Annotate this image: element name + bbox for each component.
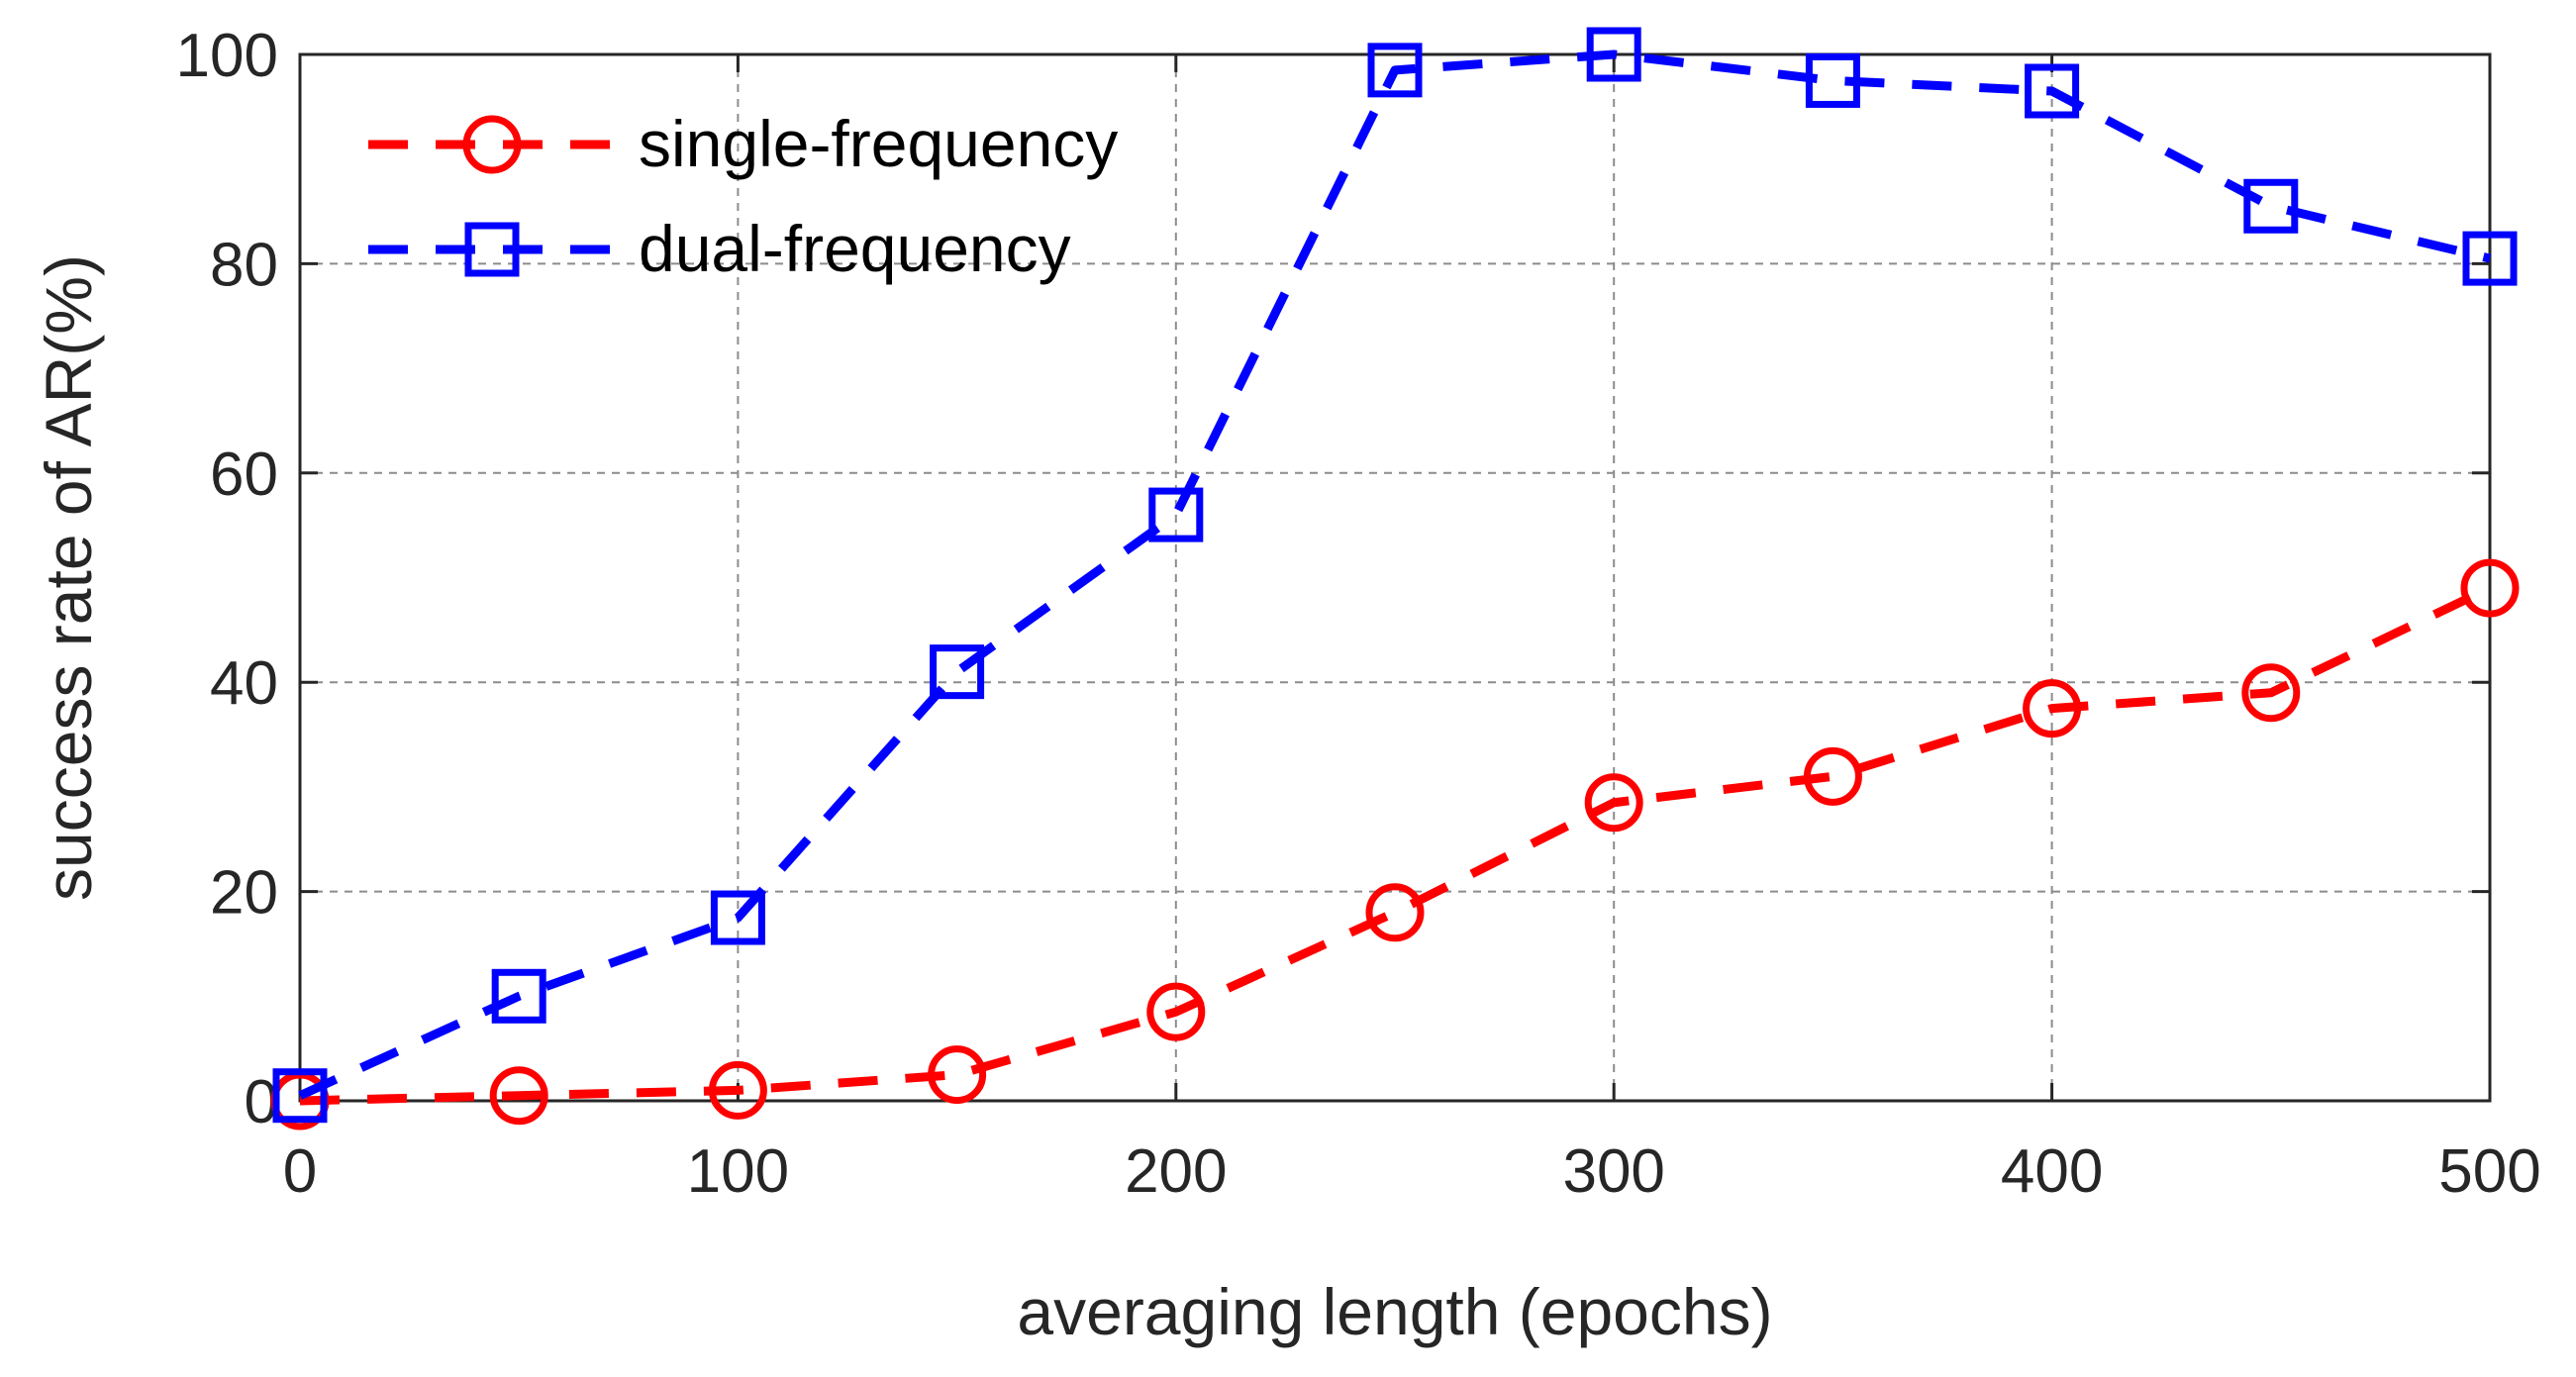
data-point-dual-frequency-150 — [930, 644, 985, 700]
y-tick-label-20: 20 — [210, 859, 278, 928]
data-point-dual-frequency-400 — [2025, 63, 2080, 119]
series-dual-frequency — [272, 27, 2518, 1124]
data-point-single-frequency-150 — [928, 1045, 987, 1105]
series-line-single-frequency — [299, 584, 2492, 1106]
legend-marker-circle-icon — [462, 115, 522, 174]
legend-marker-square-icon — [464, 222, 520, 277]
legend-label-dual-frequency: dual-frequency — [639, 212, 1071, 285]
data-point-single-frequency-300 — [1584, 773, 1643, 833]
data-point-single-frequency-400 — [2023, 679, 2082, 738]
data-point-dual-frequency-500 — [2462, 231, 2518, 286]
x-tick-label-500: 500 — [2438, 1137, 2540, 1206]
data-point-single-frequency-450 — [2241, 663, 2301, 723]
x-tick-label-0: 0 — [283, 1137, 317, 1206]
data-point-dual-frequency-350 — [1805, 52, 1860, 108]
x-axis-label: averaging length (epochs) — [1017, 1275, 1772, 1348]
y-tick-label-40: 40 — [210, 649, 278, 718]
series — [270, 27, 2520, 1131]
y-tick-label-100: 100 — [176, 22, 278, 90]
data-point-dual-frequency-0 — [272, 1068, 328, 1124]
plot-area-frame — [298, 52, 2492, 1103]
data-point-single-frequency-250 — [1365, 883, 1425, 942]
data-point-dual-frequency-450 — [2243, 178, 2299, 234]
grid — [300, 54, 2490, 1101]
legend-item-single-frequency: single-frequency — [368, 107, 1118, 180]
x-tick-label-100: 100 — [687, 1137, 789, 1206]
data-point-single-frequency-100 — [708, 1060, 767, 1120]
series-line-dual-frequency — [298, 49, 2492, 1100]
data-point-single-frequency-350 — [1803, 746, 1862, 806]
data-point-dual-frequency-50 — [491, 968, 546, 1024]
y-tick-label-80: 80 — [210, 231, 278, 299]
legend: single-frequency dual-frequency — [368, 107, 1118, 285]
x-tick-label-300: 300 — [1562, 1137, 1664, 1206]
data-point-dual-frequency-100 — [710, 890, 765, 945]
y-tick-label-60: 60 — [210, 441, 278, 509]
legend-label-single-frequency: single-frequency — [639, 107, 1118, 180]
data-point-dual-frequency-300 — [1586, 27, 1641, 82]
x-tick-label-200: 200 — [1125, 1137, 1227, 1206]
legend-item-dual-frequency: dual-frequency — [368, 212, 1071, 285]
x-axis-ticks: 0 100 200 300 400 500 — [283, 54, 2541, 1206]
data-point-single-frequency-500 — [2460, 558, 2520, 618]
data-point-dual-frequency-200 — [1148, 487, 1204, 542]
data-point-dual-frequency-250 — [1367, 43, 1423, 98]
y-axis-label: success rate of AR(%) — [32, 254, 105, 901]
data-point-single-frequency-200 — [1146, 982, 1206, 1041]
x-tick-label-400: 400 — [2001, 1137, 2103, 1206]
data-point-single-frequency-50 — [489, 1066, 548, 1126]
